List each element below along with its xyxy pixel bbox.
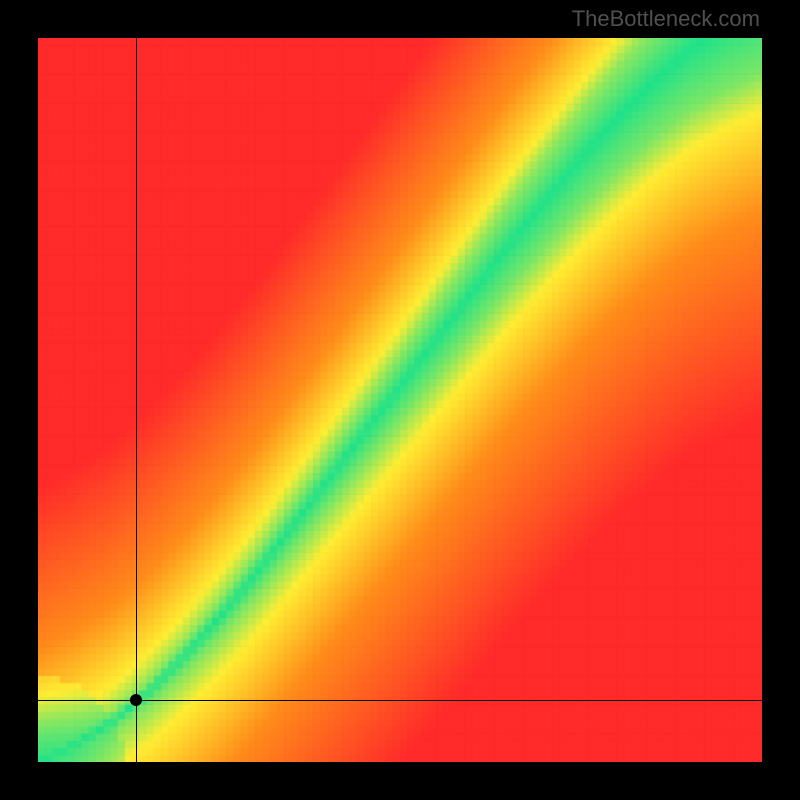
plot-frame (38, 38, 762, 762)
watermark-text: TheBottleneck.com (572, 6, 760, 32)
chart-container: TheBottleneck.com (0, 0, 800, 800)
crosshair-vertical (136, 38, 137, 762)
data-point-marker (130, 694, 142, 706)
heatmap-canvas (38, 38, 762, 762)
crosshair-horizontal (38, 700, 762, 701)
